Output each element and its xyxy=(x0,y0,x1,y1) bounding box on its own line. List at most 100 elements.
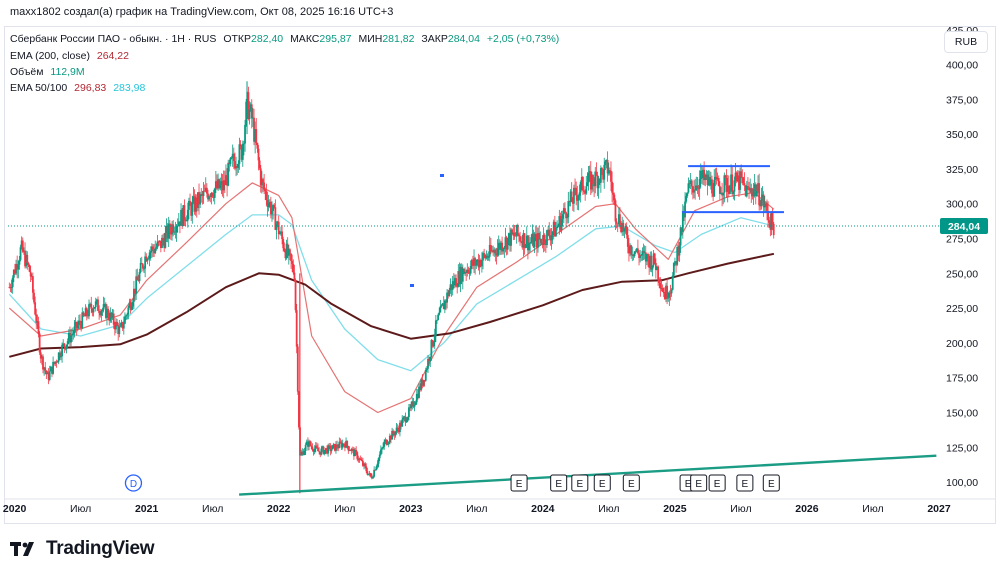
candle-body xyxy=(296,346,299,392)
candle-body xyxy=(305,441,308,445)
candle-body xyxy=(404,416,407,423)
candle-body xyxy=(700,170,703,179)
candle-body xyxy=(269,201,272,215)
currency-button[interactable]: RUB xyxy=(944,31,988,53)
candle-body xyxy=(43,367,46,370)
candle-body xyxy=(331,445,334,450)
candle-body xyxy=(116,321,118,326)
candle-body xyxy=(552,221,555,232)
candle-body xyxy=(11,277,14,288)
candle-body xyxy=(400,422,402,427)
candle-body xyxy=(386,443,389,445)
candle-body xyxy=(439,306,442,313)
candle-body xyxy=(8,287,11,289)
candle-body xyxy=(607,170,610,174)
candle-body xyxy=(20,240,23,248)
candle-body xyxy=(189,200,191,206)
x-tick-label: 2026 xyxy=(795,503,819,515)
candle-body xyxy=(329,445,332,452)
y-tick-label: 175,00 xyxy=(946,373,978,385)
candle-body xyxy=(431,340,434,347)
volume-value: 112,9M xyxy=(50,66,85,78)
candle-body xyxy=(98,310,101,314)
legend-volume[interactable]: Объём 112,9M xyxy=(10,66,89,78)
close-value: 284,04 xyxy=(447,33,480,45)
y-tick-label: 375,00 xyxy=(946,94,978,106)
candle-body xyxy=(149,251,152,253)
candle-body xyxy=(147,258,150,260)
candle-body xyxy=(625,226,628,236)
candle-body xyxy=(216,181,218,189)
candle-body xyxy=(108,317,111,321)
candle-body xyxy=(348,450,351,452)
candle-body xyxy=(751,193,754,197)
candle-body xyxy=(565,212,567,219)
candle-body xyxy=(340,442,343,448)
candle-body xyxy=(222,180,225,191)
candle-body xyxy=(630,245,633,255)
candle-body xyxy=(83,315,86,317)
candle-body xyxy=(549,235,552,241)
candle-body xyxy=(221,181,224,191)
candle-body xyxy=(228,162,231,165)
candle-body xyxy=(492,250,495,253)
candle-body xyxy=(255,129,258,143)
candle-body xyxy=(428,358,431,362)
candle-body xyxy=(209,196,212,198)
x-tick-label: Июл xyxy=(862,503,883,515)
candle-body xyxy=(622,222,625,232)
candle-body xyxy=(19,247,22,260)
x-tick-label: Июл xyxy=(334,503,355,515)
candle-body xyxy=(495,253,498,256)
candle-body xyxy=(697,188,700,190)
legend-ema50-100[interactable]: EMA 50/100 296,83 283,98 xyxy=(10,82,149,94)
open-value: 282,40 xyxy=(251,33,284,45)
candle-body xyxy=(387,442,390,444)
candle-body xyxy=(437,314,440,320)
candle-body xyxy=(27,262,30,266)
candle-body xyxy=(620,226,622,233)
candle-body xyxy=(304,444,307,451)
candle-body xyxy=(507,233,510,239)
candle-body xyxy=(687,183,690,193)
candle-body xyxy=(742,177,745,184)
candle-body xyxy=(638,253,640,259)
legend-ema200[interactable]: EMA (200, close) 264,22 xyxy=(10,50,133,62)
candle-body xyxy=(136,276,139,281)
candle-body xyxy=(119,325,122,327)
candle-body xyxy=(455,278,457,287)
candle-body xyxy=(295,310,298,347)
candle-body xyxy=(104,303,107,318)
candle-body xyxy=(294,279,297,311)
candle-body xyxy=(219,184,222,189)
candle-body xyxy=(598,178,601,183)
candle-body xyxy=(557,225,560,227)
chart-frame[interactable] xyxy=(4,26,996,524)
candle-body xyxy=(427,358,429,369)
candle-body xyxy=(640,255,643,256)
y-tick-label: 250,00 xyxy=(946,268,978,280)
candle-body xyxy=(280,231,282,234)
candle-body xyxy=(529,242,532,244)
candle-body xyxy=(69,332,71,343)
candle-body xyxy=(374,469,377,471)
drawings xyxy=(8,165,940,496)
earnings-marker-label: E xyxy=(599,479,606,490)
candle-body xyxy=(97,299,99,311)
candle-body xyxy=(48,371,51,380)
candle-body xyxy=(589,171,592,190)
candle-body xyxy=(241,143,244,160)
brand-footer[interactable]: TradingView xyxy=(10,538,155,560)
candle-body xyxy=(366,471,369,475)
candle-body xyxy=(528,242,530,251)
candle-body xyxy=(148,252,151,259)
candle-body xyxy=(722,192,725,196)
candle-body xyxy=(476,259,479,263)
candle-body xyxy=(81,312,84,329)
candle-body xyxy=(138,272,141,282)
candle-body xyxy=(564,208,566,213)
candle-body xyxy=(155,247,158,249)
candle-body xyxy=(14,269,16,274)
candle-body xyxy=(327,445,330,454)
